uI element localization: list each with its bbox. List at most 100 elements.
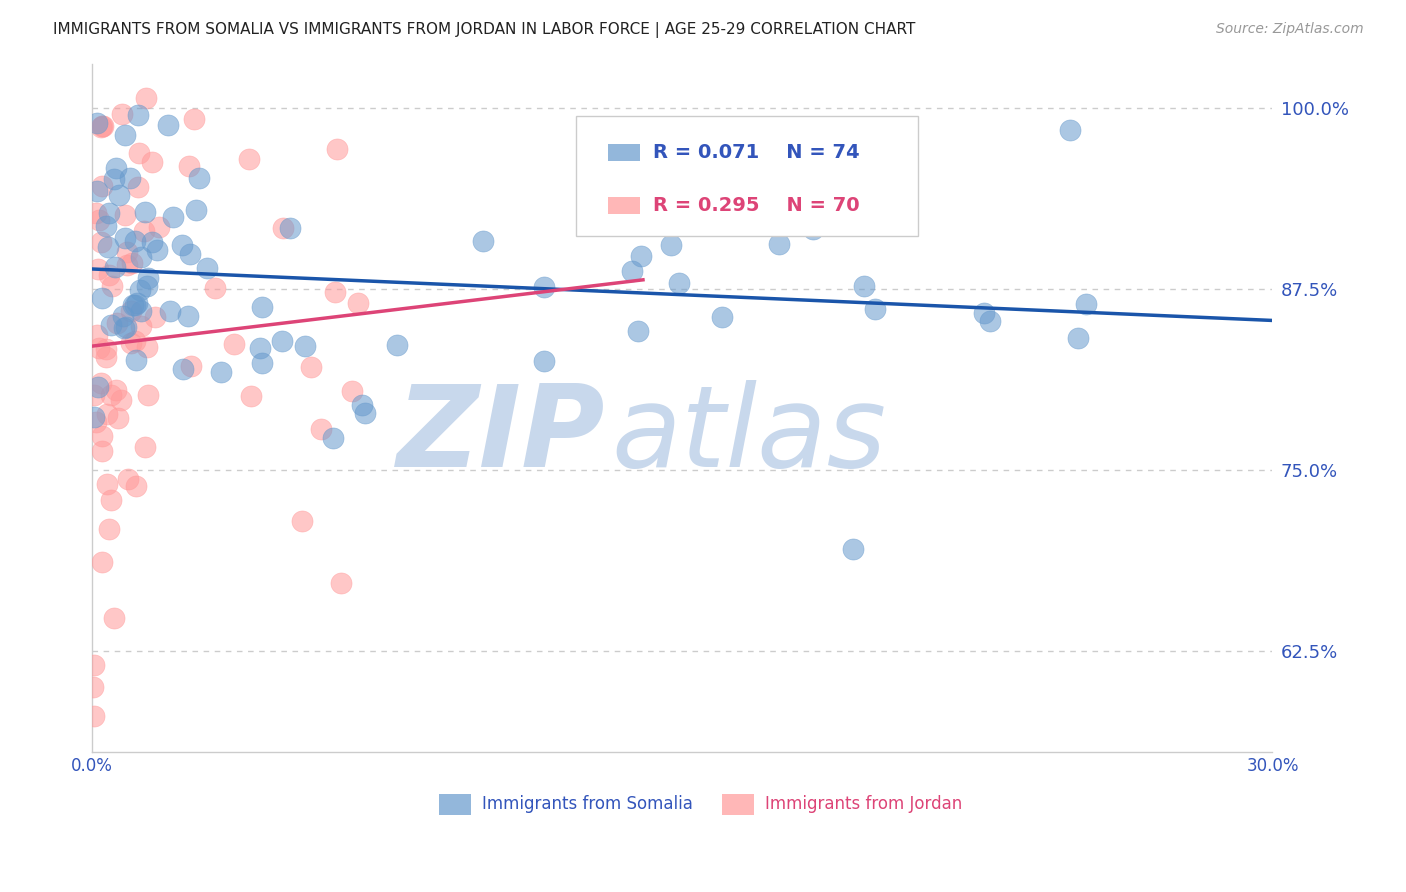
Point	[179, 247, 201, 261]
FancyBboxPatch shape	[576, 116, 918, 236]
Point	[91, 443, 114, 458]
Point	[84, 205, 107, 219]
Point	[100, 318, 122, 332]
Point	[270, 334, 292, 349]
Point	[125, 295, 148, 310]
Point	[291, 514, 314, 528]
Point	[98, 268, 121, 282]
Point	[801, 222, 824, 236]
Point	[768, 237, 790, 252]
Point	[90, 376, 112, 390]
Point	[87, 341, 110, 355]
Point	[91, 555, 114, 569]
Text: Immigrants from Somalia: Immigrants from Somalia	[482, 795, 693, 813]
Point	[136, 279, 159, 293]
Point	[134, 440, 156, 454]
Point	[107, 410, 129, 425]
Point	[299, 360, 322, 375]
Point	[114, 208, 136, 222]
Point	[184, 202, 207, 217]
Point	[711, 310, 734, 324]
Point	[87, 380, 110, 394]
Point	[111, 309, 134, 323]
Point	[111, 107, 134, 121]
Point	[197, 261, 219, 276]
Point	[352, 397, 374, 411]
Point	[342, 384, 364, 399]
Point	[159, 304, 181, 318]
Point	[183, 112, 205, 127]
Point	[240, 389, 263, 403]
Point	[172, 362, 194, 376]
Point	[188, 170, 211, 185]
Point	[86, 327, 108, 342]
Point	[354, 406, 377, 420]
Point	[117, 245, 139, 260]
Point	[863, 301, 886, 316]
Point	[108, 188, 131, 202]
Point	[83, 387, 105, 401]
Point	[97, 240, 120, 254]
Point	[1059, 123, 1081, 137]
Point	[146, 243, 169, 257]
Point	[122, 298, 145, 312]
Point	[325, 285, 347, 300]
Point	[105, 383, 128, 397]
Point	[97, 522, 120, 536]
Point	[104, 260, 127, 275]
Point	[252, 356, 274, 370]
Point	[91, 119, 114, 133]
Text: Immigrants from Jordan: Immigrants from Jordan	[765, 795, 962, 813]
Point	[129, 318, 152, 333]
Point	[103, 172, 125, 186]
Point	[710, 162, 733, 177]
Point	[136, 340, 159, 354]
Point	[100, 388, 122, 402]
Text: IMMIGRANTS FROM SOMALIA VS IMMIGRANTS FROM JORDAN IN LABOR FORCE | AGE 25-29 COR: IMMIGRANTS FROM SOMALIA VS IMMIGRANTS FR…	[53, 22, 915, 38]
Point	[86, 415, 108, 429]
Point	[100, 493, 122, 508]
Point	[979, 314, 1001, 328]
Point	[278, 221, 301, 235]
FancyBboxPatch shape	[723, 794, 755, 814]
FancyBboxPatch shape	[439, 794, 471, 814]
Point	[83, 409, 105, 424]
Point	[94, 350, 117, 364]
Point	[120, 336, 142, 351]
Point	[180, 359, 202, 373]
Point	[630, 249, 652, 263]
Point	[271, 220, 294, 235]
Point	[209, 365, 232, 379]
Text: Source: ZipAtlas.com: Source: ZipAtlas.com	[1216, 22, 1364, 37]
Point	[124, 234, 146, 248]
Point	[125, 353, 148, 368]
Point	[115, 258, 138, 272]
Point	[157, 118, 180, 132]
Point	[90, 235, 112, 249]
Point	[124, 297, 146, 311]
Point	[96, 476, 118, 491]
Point	[661, 238, 683, 252]
Point	[1076, 297, 1098, 311]
Point	[330, 576, 353, 591]
Point	[128, 145, 150, 160]
Point	[127, 108, 149, 122]
Point	[326, 142, 349, 156]
Point	[973, 306, 995, 320]
Point	[141, 235, 163, 250]
Point	[101, 279, 124, 293]
Point	[129, 283, 152, 297]
Point	[387, 337, 409, 351]
Point	[96, 219, 118, 234]
Point	[143, 310, 166, 324]
FancyBboxPatch shape	[607, 144, 640, 161]
Point	[668, 277, 690, 291]
Text: R = 0.071    N = 74: R = 0.071 N = 74	[652, 143, 859, 162]
Point	[842, 542, 865, 557]
Point	[86, 116, 108, 130]
Point	[250, 300, 273, 314]
Point	[91, 120, 114, 134]
Point	[87, 212, 110, 227]
Point	[162, 210, 184, 224]
Point	[90, 179, 112, 194]
